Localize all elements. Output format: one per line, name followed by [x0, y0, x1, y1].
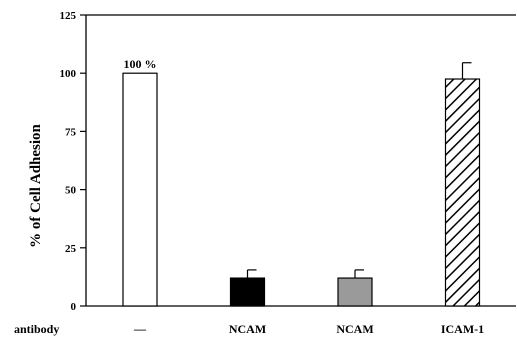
- category-labels: — NCAM NCAM ICAM-1: [133, 322, 484, 336]
- data-label-0: 100 %: [124, 57, 157, 71]
- y-tick-label: 125: [60, 10, 77, 22]
- y-tick-label: 0: [71, 301, 77, 313]
- y-tick-label: 100: [60, 68, 77, 80]
- category-label-2: NCAM: [336, 322, 373, 336]
- y-tick-label: 25: [65, 243, 77, 255]
- row-label-antibody: antibody: [14, 322, 59, 336]
- y-tick-label: 50: [65, 185, 77, 197]
- bar-2: [337, 277, 373, 307]
- y-axis-label: % of Cell Adhesion: [28, 123, 44, 247]
- y-tick-label: 75: [65, 126, 77, 138]
- y-axis-ticks: 0 25 50 75 100 125: [60, 10, 86, 313]
- bar-1: [229, 277, 266, 307]
- error-bars: [246, 62, 472, 279]
- bars: 100 %: [122, 57, 481, 307]
- category-label-1: NCAM: [229, 322, 266, 336]
- plot-frame: [85, 14, 516, 307]
- bar-0: [122, 72, 158, 307]
- category-label-0: —: [133, 322, 147, 336]
- bar-3: [444, 78, 481, 307]
- category-label-3: ICAM-1: [441, 322, 484, 336]
